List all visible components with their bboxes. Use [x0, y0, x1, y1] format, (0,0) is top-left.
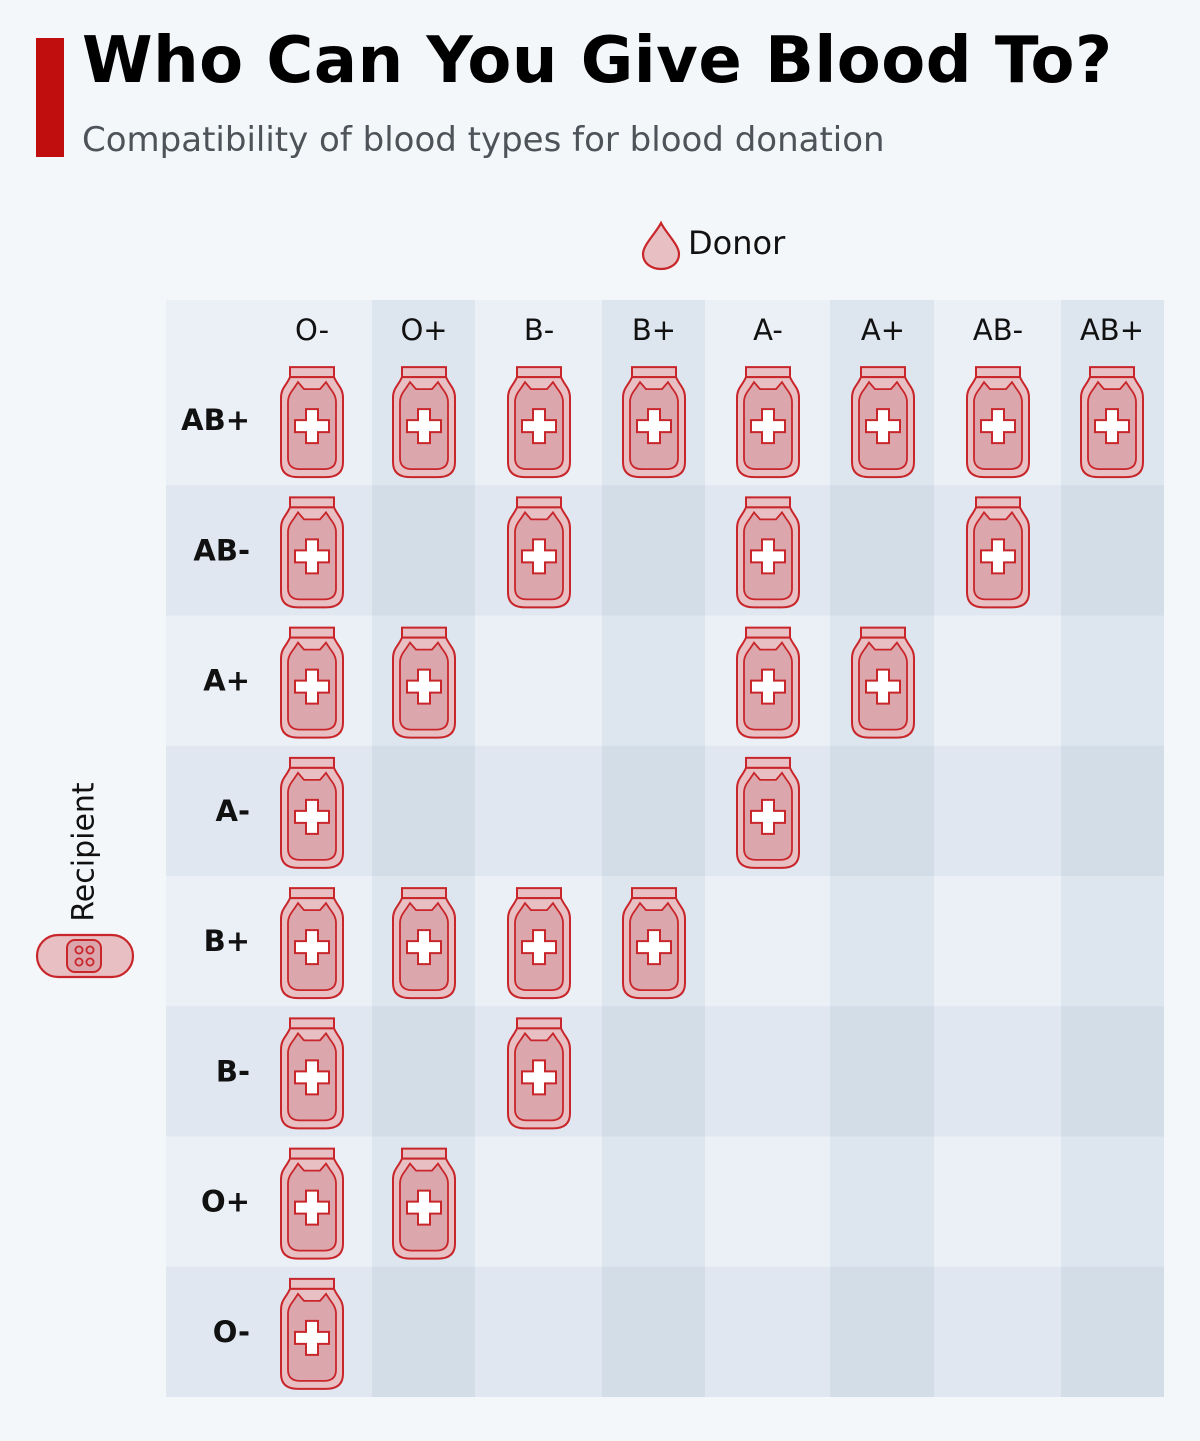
- accent-bar: [36, 38, 64, 157]
- blood-bag-icon: [392, 1147, 456, 1260]
- blood-bag-icon: [736, 366, 800, 479]
- donor-label: AB+: [1080, 313, 1144, 347]
- blood-bag-icon: [507, 366, 571, 479]
- recipient-label: O-: [213, 1315, 250, 1349]
- blood-bag-icon: [966, 496, 1030, 609]
- donor-label: O+: [400, 313, 447, 347]
- blood-bag-icon: [280, 1017, 344, 1130]
- donor-label: A+: [861, 313, 905, 347]
- column-band: [830, 300, 934, 1397]
- blood-bag-icon: [507, 496, 571, 609]
- blood-bag-icon: [392, 887, 456, 1000]
- blood-bag-icon: [622, 887, 686, 1000]
- donor-label: O-: [295, 313, 329, 347]
- blood-bag-icon: [851, 366, 915, 479]
- blood-drop-icon: [641, 220, 681, 271]
- blood-bag-icon: [280, 756, 344, 869]
- donor-label: A-: [753, 313, 783, 347]
- column-band: [934, 300, 1061, 1397]
- blood-bag-icon: [280, 626, 344, 739]
- column-band: [1061, 300, 1164, 1397]
- recipient-label: AB+: [181, 403, 250, 437]
- blood-bag-icon: [851, 626, 915, 739]
- column-band: [475, 300, 602, 1397]
- recipient-label: B-: [216, 1054, 250, 1088]
- recipient-label: B+: [204, 924, 250, 958]
- recipient-label: O+: [201, 1185, 250, 1219]
- blood-bag-icon: [736, 496, 800, 609]
- donor-label: AB-: [973, 313, 1023, 347]
- recipient-label: A-: [216, 794, 250, 828]
- donor-axis-label: Donor: [688, 224, 786, 262]
- recipient-label: AB-: [193, 533, 250, 567]
- blood-bag-icon: [392, 366, 456, 479]
- blood-bag-icon: [966, 366, 1030, 479]
- column-band: [602, 300, 705, 1397]
- blood-bag-icon: [507, 887, 571, 1000]
- blood-bag-icon: [1080, 366, 1144, 479]
- blood-bag-icon: [392, 626, 456, 739]
- blood-bag-icon: [280, 1277, 344, 1390]
- recipient-label: A+: [203, 664, 250, 698]
- blood-bag-icon: [280, 496, 344, 609]
- blood-bag-icon: [280, 1147, 344, 1260]
- blood-bag-icon: [280, 366, 344, 479]
- page-subtitle: Compatibility of blood types for blood d…: [82, 120, 885, 160]
- blood-bag-icon: [507, 1017, 571, 1130]
- blood-bag-icon: [736, 626, 800, 739]
- donor-label: B+: [632, 313, 676, 347]
- bandage-icon: [35, 933, 135, 979]
- page-title: Who Can You Give Blood To?: [82, 24, 1113, 98]
- blood-bag-icon: [622, 366, 686, 479]
- donor-label: B-: [524, 313, 554, 347]
- blood-bag-icon: [736, 756, 800, 869]
- blood-bag-icon: [280, 887, 344, 1000]
